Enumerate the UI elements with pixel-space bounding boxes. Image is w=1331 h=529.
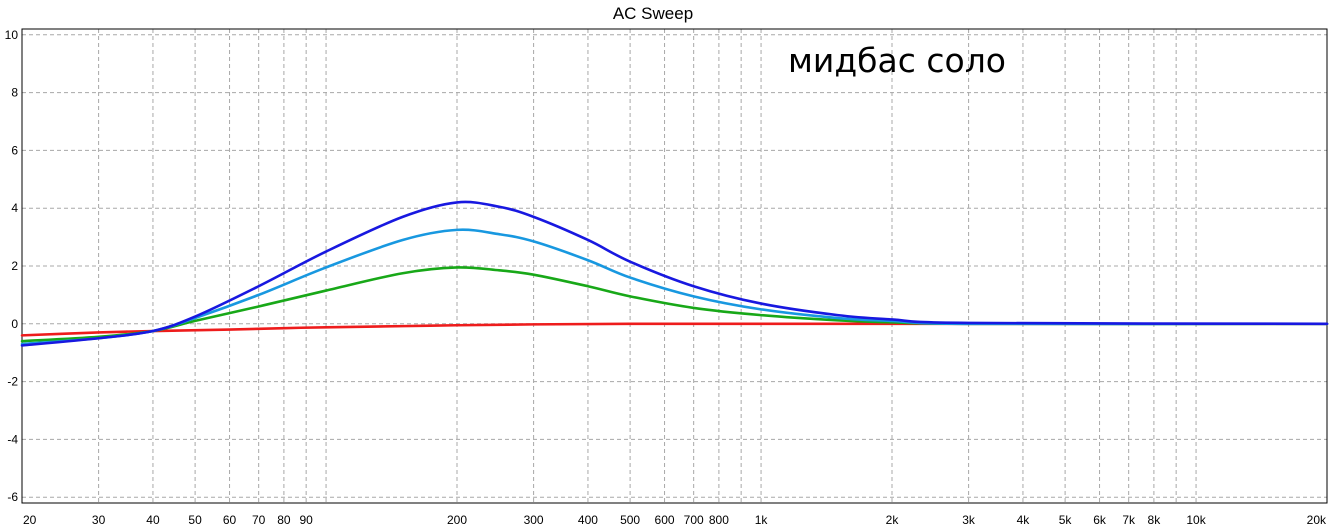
x-tick-label: 800 [709, 513, 729, 527]
chart-annotation: мидбас соло [788, 41, 1006, 80]
x-tick-label: 20k [1307, 513, 1327, 527]
grid [21, 29, 1328, 503]
y-tick-label: 8 [11, 86, 18, 100]
x-tick-label: 70 [252, 513, 266, 527]
x-tick-label: 6k [1093, 513, 1107, 527]
x-tick-label: 500 [620, 513, 640, 527]
y-tick-label: 6 [11, 143, 18, 157]
series-group [20, 200, 1329, 347]
x-tick-label: 90 [299, 513, 313, 527]
plot-frame [21, 28, 1328, 504]
x-tick-label: 7k [1122, 513, 1136, 527]
x-tick-label: 4k [1017, 513, 1031, 527]
chart-title: AC Sweep [613, 4, 693, 23]
x-tick-label: 400 [578, 513, 598, 527]
series-line-3 [20, 228, 1329, 346]
x-tick-label: 300 [524, 513, 544, 527]
y-tick-label: -4 [7, 432, 18, 446]
y-tick-label: 4 [11, 201, 18, 215]
y-tick-label: 0 [11, 317, 18, 331]
x-tick-label: 60 [223, 513, 237, 527]
x-tick-label: 8k [1148, 513, 1162, 527]
x-tick-label: 600 [655, 513, 675, 527]
x-tick-label: 2k [886, 513, 900, 527]
x-tick-label: 20 [23, 513, 37, 527]
x-tick-label: 1k [755, 513, 769, 527]
x-tick-label: 50 [188, 513, 202, 527]
series-line-4 [20, 200, 1329, 347]
x-axis: 20 30 40 50 60 70 80 90 200 300 400 500 600 700 800 1k 2… [23, 513, 1327, 527]
x-tick-label: 40 [146, 513, 160, 527]
y-tick-label: 10 [5, 28, 19, 42]
x-tick-label: 80 [277, 513, 291, 527]
x-tick-label: 5k [1059, 513, 1073, 527]
x-tick-label: 10k [1186, 513, 1206, 527]
x-tick-label: 700 [684, 513, 704, 527]
x-tick-label: 200 [447, 513, 467, 527]
x-tick-label: 30 [92, 513, 106, 527]
y-tick-label: -2 [7, 375, 18, 389]
series-line-1 [20, 322, 1329, 337]
y-axis: 10 8 6 4 2 0 -2 -4 -6 [5, 28, 19, 504]
y-tick-label: 2 [11, 259, 18, 273]
x-tick-label: 3k [962, 513, 976, 527]
y-tick-label: -6 [7, 490, 18, 504]
